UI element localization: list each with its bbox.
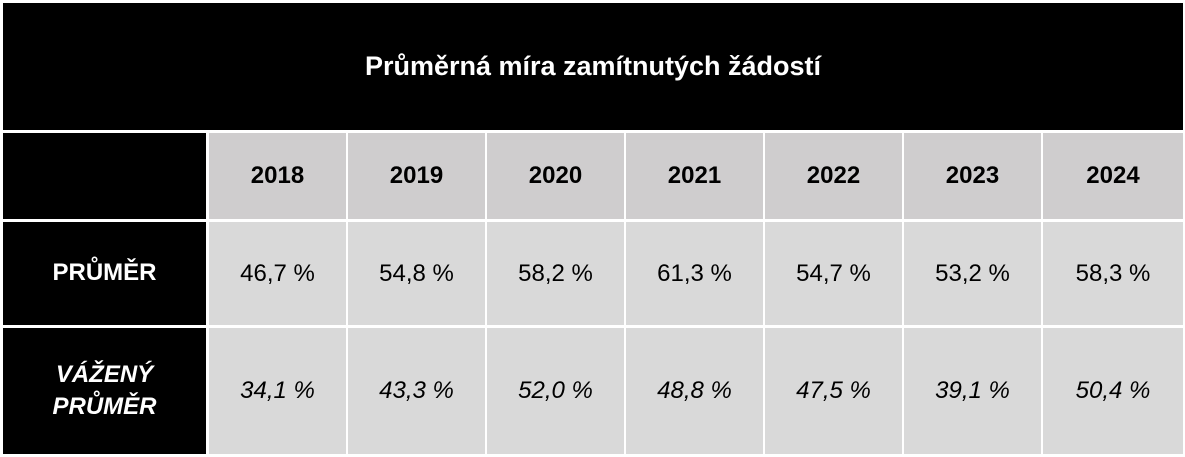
year-header-2024: 2024: [1043, 133, 1183, 219]
value-cell-vazeny-2020: 52,0 %: [487, 328, 624, 454]
value-cell-prumer-2019: 54,8 %: [348, 222, 485, 325]
value-cell-prumer-2021: 61,3 %: [626, 222, 763, 325]
year-header-2020: 2020: [487, 133, 624, 219]
value-cell-vazeny-2019: 43,3 %: [348, 328, 485, 454]
value-cell-vazeny-2023: 39,1 %: [904, 328, 1041, 454]
value-cell-vazeny-2024: 50,4 %: [1043, 328, 1183, 454]
corner-cell: [3, 133, 206, 219]
value-cell-prumer-2022: 54,7 %: [765, 222, 902, 325]
year-header-2023: 2023: [904, 133, 1041, 219]
value-cell-prumer-2024: 58,3 %: [1043, 222, 1183, 325]
table-title: Průměrná míra zamítnutých žádostí: [3, 3, 1183, 130]
value-cell-vazeny-2018: 34,1 %: [209, 328, 346, 454]
row-header-vazeny-prumer: VÁŽENÝ PRŮMĚR: [3, 328, 206, 454]
value-cell-vazeny-2022: 47,5 %: [765, 328, 902, 454]
year-header-2019: 2019: [348, 133, 485, 219]
value-cell-prumer-2020: 58,2 %: [487, 222, 624, 325]
value-cell-prumer-2023: 53,2 %: [904, 222, 1041, 325]
year-header-2021: 2021: [626, 133, 763, 219]
year-header-2018: 2018: [209, 133, 346, 219]
value-cell-prumer-2018: 46,7 %: [209, 222, 346, 325]
year-header-2022: 2022: [765, 133, 902, 219]
row-header-prumer: PRŮMĚR: [3, 222, 206, 325]
value-cell-vazeny-2021: 48,8 %: [626, 328, 763, 454]
